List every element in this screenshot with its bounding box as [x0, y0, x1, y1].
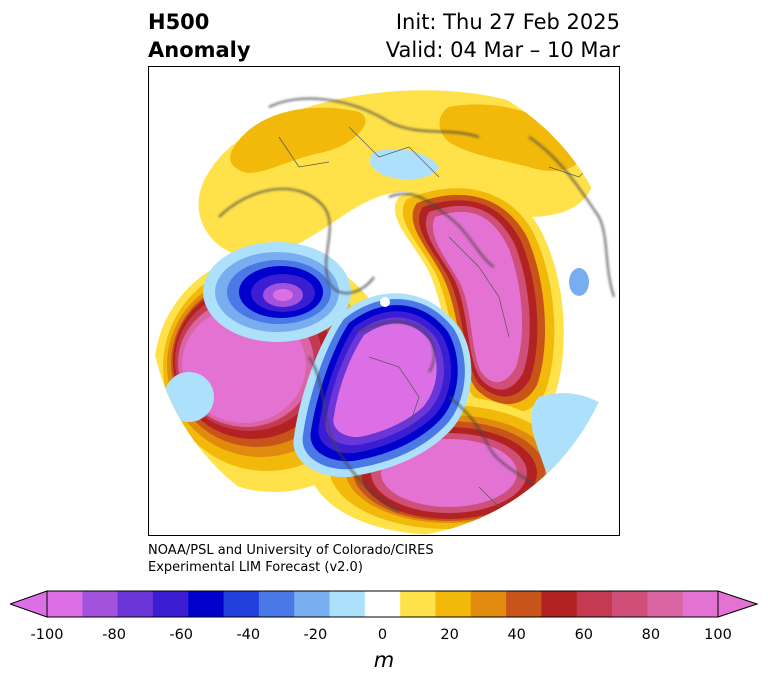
colorbar-bin	[329, 591, 366, 617]
colorbar-tick-label: 20	[440, 627, 459, 643]
colorbar-tick-label: -20	[303, 627, 328, 643]
colorbar-tick-label: -100	[30, 627, 64, 643]
canada-trough-core	[333, 323, 437, 438]
colorbar-bins	[47, 591, 719, 617]
colorbar-tick-label: 60	[574, 627, 594, 643]
colorbar-tick-label: 80	[641, 627, 661, 643]
title-line-1: H500	[148, 10, 210, 34]
anomaly-contours	[154, 90, 619, 535]
north-pole-marker	[380, 297, 390, 307]
colorbar-bin	[647, 591, 684, 617]
colorbar-bin	[258, 591, 295, 617]
colorbar-tick-label: 100	[704, 627, 732, 643]
polar-map-svg	[154, 90, 619, 535]
colorbar-bin	[117, 591, 154, 617]
atlantic-weak-trough	[164, 372, 214, 422]
credit-line-2: Experimental LIM Forecast (v2.0)	[148, 560, 363, 575]
positive-anomaly-europe-ridge	[230, 107, 366, 173]
borders	[278, 126, 600, 528]
colorbar-bin	[294, 591, 331, 617]
colorbar-bin	[47, 591, 83, 617]
valid-period: Valid: 04 Mar – 10 Mar	[385, 38, 620, 62]
colorbar-bin	[152, 591, 189, 617]
colorbar-over-arrow	[717, 590, 758, 618]
colorbar	[10, 590, 758, 618]
colorbar-bin	[682, 591, 719, 617]
title-line-2: Anomaly	[148, 38, 251, 62]
colorbar-tick-label: -80	[102, 627, 126, 643]
colorbar-tick-label: 0	[377, 627, 388, 643]
africa-weak-trough	[531, 393, 619, 535]
credit-text: NOAA/PSL and University of Colorado/CIRE…	[148, 542, 434, 576]
asia-weak-trough-small	[569, 268, 589, 296]
colorbar-bin	[435, 591, 472, 617]
colorbar-bin	[223, 591, 260, 617]
colorbar-tick-label: 40	[507, 627, 526, 643]
colorbar-tick-label: -40	[236, 627, 261, 643]
colorbar-bin	[400, 591, 436, 617]
colorbar-bin	[188, 591, 225, 617]
colorbar-tick-label: -60	[169, 627, 194, 643]
colorbar-bin	[576, 591, 613, 617]
init-date: Init: Thu 27 Feb 2025	[395, 10, 620, 34]
colorbar-bin	[364, 591, 401, 617]
credit-line-1: NOAA/PSL and University of Colorado/CIRE…	[148, 543, 434, 558]
anomaly-map	[148, 66, 620, 536]
coastlines	[218, 97, 615, 513]
colorbar-bin	[506, 591, 542, 617]
forecast-dates: Init: Thu 27 Feb 2025 Valid: 04 Mar – 10…	[386, 8, 620, 64]
siberia-ridge-core	[432, 211, 523, 383]
colorbar-under-arrow	[10, 590, 48, 618]
colorbar-bin	[541, 591, 578, 617]
east-asia-trough-center	[273, 289, 293, 301]
colorbar-outline	[46, 590, 719, 618]
colorbar-unit: m	[373, 648, 395, 672]
colorbar-bin	[470, 591, 507, 617]
colorbar-bin	[612, 591, 648, 617]
map-title: H500 Anomaly	[148, 8, 251, 64]
siberia-weak-trough	[369, 149, 439, 180]
colorbar-bin	[82, 591, 119, 617]
